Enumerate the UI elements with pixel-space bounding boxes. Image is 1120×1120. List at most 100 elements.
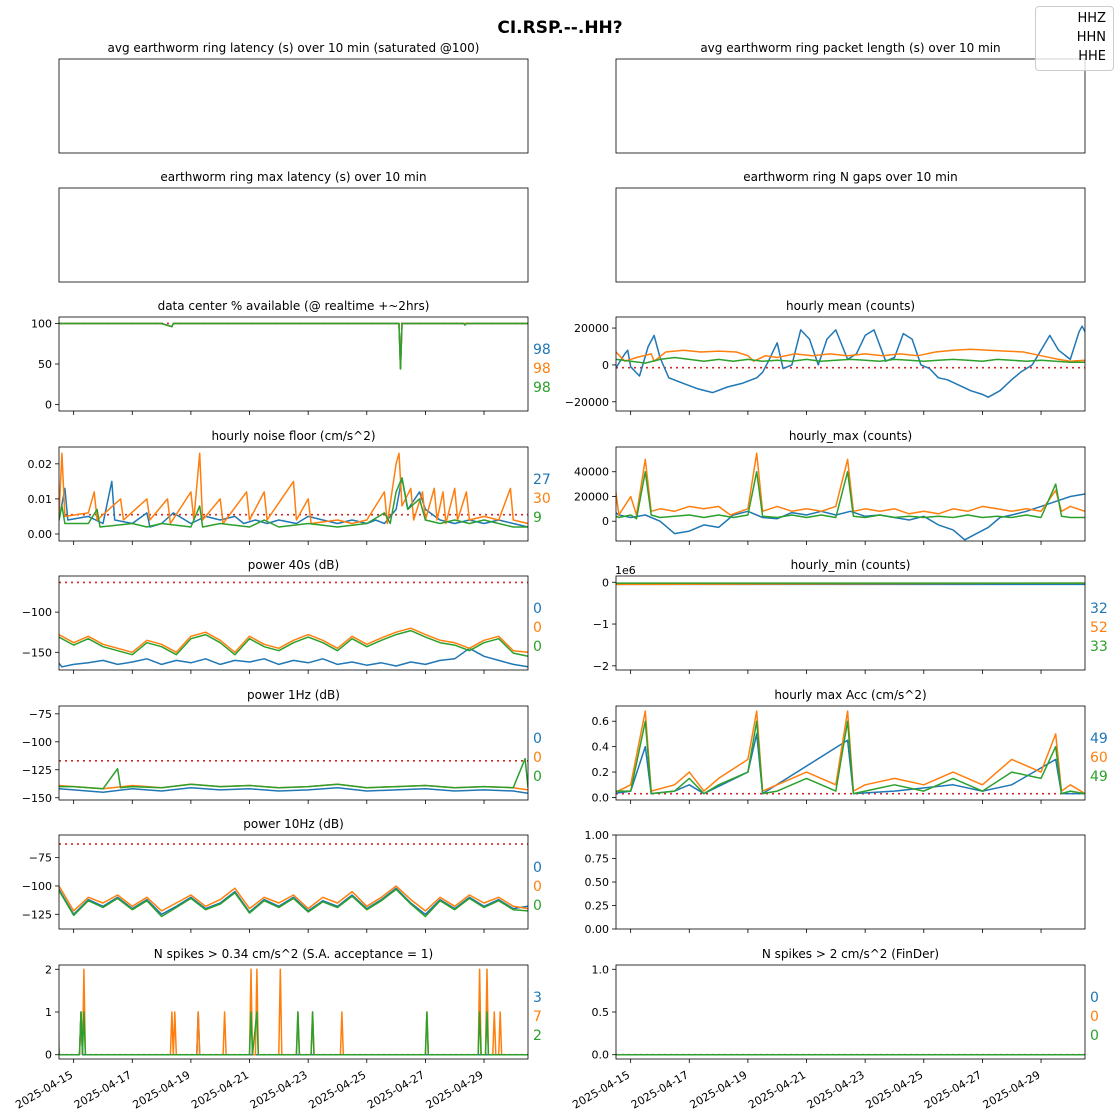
panel-title: power 10Hz (dB) <box>243 817 344 831</box>
y-tick-label: 0.02 <box>28 458 53 471</box>
axes-frame <box>58 58 529 154</box>
x-tick-label: 2025-04-15 <box>13 1068 75 1111</box>
y-tick-label: 0.2 <box>592 766 610 779</box>
series-hhe <box>616 720 1085 795</box>
axes-frame <box>58 446 529 542</box>
y-tick-label: −75 <box>29 852 52 865</box>
series-hhe <box>59 1011 528 1056</box>
y-tick-label: 40000 <box>574 466 609 479</box>
panel-packet: avg earthworm ring packet length (s) ove… <box>615 41 1086 154</box>
series-hhz <box>59 647 528 668</box>
axes-frame <box>58 834 529 930</box>
series-hhz <box>616 733 1085 795</box>
stat-value: 98 <box>533 361 551 377</box>
axes-frame <box>615 187 1086 283</box>
y-tick-label: 100 <box>31 317 52 330</box>
series-hhz <box>59 887 528 916</box>
y-tick-label: 0.4 <box>592 741 610 754</box>
stat-value: 0 <box>533 769 542 785</box>
y-tick-label: 0.6 <box>592 715 610 728</box>
series-hhn <box>59 885 528 912</box>
stat-value: 27 <box>533 472 551 488</box>
axes-frame <box>615 705 1086 801</box>
panel-blank: 0.00 0.25 0.50 0.75 1.00 <box>585 829 1086 936</box>
series-hhz <box>59 322 528 370</box>
y-tick-label: −20000 <box>565 396 609 409</box>
panel-title: N spikes > 0.34 cm/s^2 (S.A. acceptance … <box>154 947 433 961</box>
series-hhe <box>59 322 528 370</box>
series-hhz <box>616 583 1085 586</box>
stat-value: 7 <box>533 1009 542 1025</box>
panel-title: earthworm ring N gaps over 10 min <box>743 170 957 184</box>
panel-latency: avg earthworm ring latency (s) over 10 m… <box>58 41 529 154</box>
series-hhz <box>59 1011 528 1056</box>
panel-title: hourly_max (counts) <box>789 429 912 443</box>
y-tick-label: −100 <box>22 606 52 619</box>
series-hhe <box>616 582 1085 584</box>
stat-value: 49 <box>1090 731 1108 747</box>
series-hhn <box>616 710 1085 795</box>
y-tick-label: 0.00 <box>585 923 610 936</box>
panel-avail: data center % available (@ realtime +~2h… <box>31 299 551 415</box>
y-tick-label: 50 <box>38 358 52 371</box>
stat-value: 9 <box>533 510 542 526</box>
x-tick-label: 2025-04-19 <box>131 1068 193 1111</box>
y-tick-label: −125 <box>22 764 52 777</box>
stat-value: 0 <box>533 879 542 895</box>
legend-entry-hhz: HHZ <box>1077 11 1106 26</box>
x-tick-label: 2025-04-25 <box>306 1068 368 1111</box>
x-tick-label: 2025-04-21 <box>746 1068 808 1111</box>
series-hhn <box>59 322 528 370</box>
y-tick-label: 1 <box>45 1006 52 1019</box>
stat-value: 30 <box>533 491 551 507</box>
legend: HHZ HHN HHE <box>1035 6 1114 71</box>
y-tick-label: 0.75 <box>585 853 610 866</box>
y-tick-label: −100 <box>22 880 52 893</box>
series-hhe <box>616 356 1085 364</box>
panel-noise: hourly noise floor (cm/s^2) 0.00 0.01 0.02 2… <box>28 429 551 545</box>
y-tick-label: 0 <box>602 515 609 528</box>
stat-value: 2 <box>533 1028 542 1044</box>
y-tick-label: −2 <box>593 660 609 673</box>
y-tick-label: 1.0 <box>592 963 610 976</box>
series-hhe <box>59 888 528 918</box>
panel-gaps: earthworm ring N gaps over 10 min <box>615 170 1086 283</box>
x-tick-label: 2025-04-27 <box>365 1068 427 1111</box>
panel-title: hourly_min (counts) <box>791 558 911 572</box>
stat-value: 0 <box>533 639 542 655</box>
panel-nspikes: N spikes > 0.34 cm/s^2 (S.A. acceptance … <box>13 947 542 1112</box>
stat-value: 0 <box>533 601 542 617</box>
x-tick-label: 2025-04-23 <box>805 1068 867 1111</box>
x-tick-label: 2025-04-29 <box>981 1068 1043 1111</box>
stat-value: 0 <box>1090 1028 1099 1044</box>
series-hhe <box>59 629 528 658</box>
y-tick-label: 0 <box>45 399 52 412</box>
stat-value: 0 <box>1090 1009 1099 1025</box>
y-tick-label: −1 <box>593 618 609 631</box>
panel-maxlat: earthworm ring max latency (s) over 10 m… <box>58 170 529 283</box>
stat-value: 32 <box>1090 601 1108 617</box>
stat-value: 0 <box>533 620 542 636</box>
axes-frame <box>615 316 1086 412</box>
stat-value: 98 <box>533 342 551 358</box>
y-tick-label: 0.01 <box>28 493 53 506</box>
panel-p40: power 40s (dB) −150 −100 0 0 0 <box>22 558 542 674</box>
series-hhe <box>59 477 528 528</box>
series-hhn <box>616 452 1085 516</box>
series-hhn <box>59 452 528 525</box>
axes-frame <box>58 316 529 412</box>
y-tick-label: −150 <box>22 646 52 659</box>
x-tick-label: 2025-04-29 <box>424 1068 486 1111</box>
series-hhe <box>59 757 528 790</box>
y-tick-label: 2 <box>45 963 52 976</box>
panel-title: power 40s (dB) <box>248 558 339 572</box>
panel-title: hourly noise floor (cm/s^2) <box>211 429 375 443</box>
stat-value: 60 <box>1090 750 1108 766</box>
series-hhz <box>616 325 1085 398</box>
stat-value: 0 <box>533 731 542 747</box>
y-tick-label: 0 <box>45 1049 52 1062</box>
x-tick-label: 2025-04-23 <box>248 1068 310 1111</box>
y-tick-label: 0.50 <box>585 876 610 889</box>
stat-value: 0 <box>533 898 542 914</box>
y-tick-label: 1.00 <box>585 829 610 842</box>
